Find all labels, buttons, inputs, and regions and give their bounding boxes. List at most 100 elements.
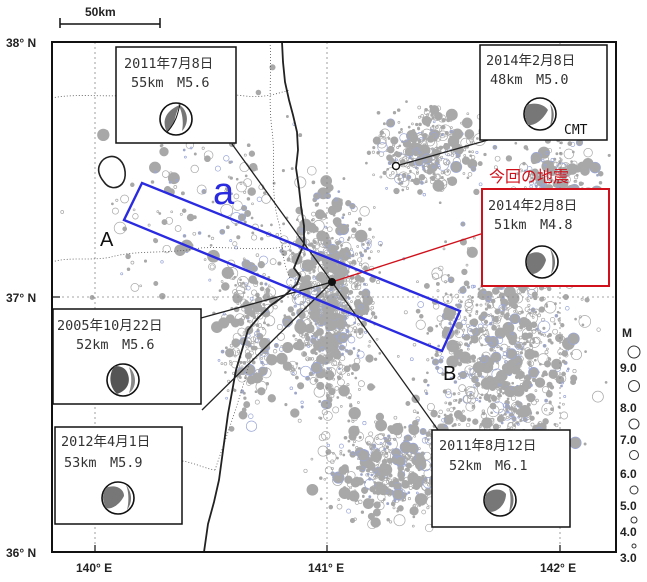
earthquake-dot (446, 408, 450, 412)
earthquake-dot (436, 289, 440, 293)
earthquake-dot (539, 296, 545, 302)
earthquake-dot (426, 402, 435, 411)
earthquake-dot (461, 268, 468, 276)
earthquake-dot (429, 105, 440, 115)
earthquake-dot (316, 278, 320, 282)
earthquake-dot (254, 399, 260, 405)
earthquake-dot (353, 326, 357, 330)
earthquake-dot (553, 322, 557, 326)
earthquake-dot (339, 371, 343, 375)
earthquake-dot (462, 328, 466, 332)
earthquake-dot (435, 349, 439, 353)
earthquake-dot (370, 473, 374, 477)
earthquake-dot (368, 457, 373, 461)
earthquake-dot (415, 319, 426, 330)
earthquake-dot (457, 289, 462, 294)
earthquake-dot (396, 422, 403, 429)
earthquake-dot (468, 367, 472, 371)
earthquake-dot (235, 285, 245, 295)
earthquake-dot (405, 467, 410, 472)
earthquake-dot (418, 122, 422, 127)
earthquake-dot (443, 326, 448, 331)
earthquake-dot (425, 136, 435, 147)
earthquake-dot (393, 499, 397, 502)
earthquake-dot (515, 364, 520, 369)
earthquake-dot (349, 280, 352, 284)
earthquake-dot (357, 387, 361, 391)
earthquake-dot (364, 308, 368, 311)
earthquake-dot (182, 148, 186, 152)
earthquake-dot (424, 180, 428, 184)
earthquake-dot (332, 359, 336, 363)
earthquake-dot (239, 278, 242, 282)
earthquake-dot (153, 238, 159, 244)
earthquake-dot (443, 413, 447, 417)
earthquake-dot (357, 257, 363, 263)
earthquake-dot (509, 336, 513, 340)
earthquake-dot (592, 390, 604, 403)
earthquake-dot (540, 333, 544, 336)
earthquake-dot (250, 345, 256, 351)
earthquake-dot (392, 477, 398, 482)
earthquake-dot (319, 346, 325, 352)
earthquake-dot (409, 130, 415, 135)
earthquake-dot (560, 323, 565, 328)
earthquake-dot (530, 156, 539, 164)
earthquake-dot (348, 490, 360, 502)
earthquake-dot (547, 178, 551, 182)
earthquake-dot (539, 362, 542, 366)
earthquake-dot (120, 272, 124, 276)
earthquake-dot (581, 163, 585, 166)
earthquake-dot (311, 218, 315, 221)
earthquake-dot (450, 153, 455, 157)
earthquake-dot (549, 176, 553, 180)
earthquake-dot (368, 340, 372, 343)
earthquake-dot (299, 365, 312, 378)
earthquake-dot (535, 411, 540, 415)
earthquake-dot (447, 276, 455, 284)
earthquake-dot (347, 449, 351, 453)
earthquake-dot (387, 425, 395, 433)
earthquake-dot (457, 401, 461, 404)
scale-bar: 50km (59, 5, 161, 28)
earthquake-dot (445, 370, 449, 374)
earthquake-dot (475, 310, 479, 314)
earthquake-dot (251, 202, 254, 206)
earthquake-dot (259, 282, 263, 286)
earthquake-dot (239, 182, 243, 185)
earthquake-dot (238, 376, 242, 379)
earthquake-dot (353, 321, 357, 325)
earthquake-dot (339, 452, 343, 456)
earthquake-dot (218, 289, 222, 292)
earthquake-dot (218, 317, 230, 329)
earthquake-dot (444, 240, 448, 244)
earthquake-dot (475, 303, 479, 307)
earthquake-dot (487, 404, 500, 418)
earthquake-dot (503, 412, 507, 416)
earthquake-dot (534, 377, 546, 388)
earthquake-dot (516, 172, 520, 176)
earthquake-dot (354, 221, 358, 224)
earthquake-dot (244, 287, 248, 291)
earthquake-dot (350, 205, 358, 213)
earthquake-dot (542, 343, 547, 348)
earthquake-dot (413, 451, 417, 455)
earthquake-dot (267, 357, 271, 360)
earthquake-dot (492, 394, 495, 398)
earthquake-dot (326, 334, 336, 345)
earthquake-dot (120, 194, 129, 204)
earthquake-dot (233, 388, 237, 392)
earthquake-dot (246, 380, 252, 386)
earthquake-dot (287, 306, 294, 313)
earthquake-dot (483, 319, 489, 325)
earthquake-dot (369, 250, 373, 254)
earthquake-dot (350, 300, 353, 303)
earthquake-dot (130, 182, 135, 188)
earthquake-dot (559, 141, 563, 145)
earthquake-dot (344, 305, 348, 309)
earthquake-dot (470, 320, 475, 325)
legend-circle-5 (629, 485, 639, 495)
earthquake-dot (514, 306, 523, 315)
earthquake-dot (197, 231, 202, 235)
earthquake-dot (541, 317, 546, 322)
